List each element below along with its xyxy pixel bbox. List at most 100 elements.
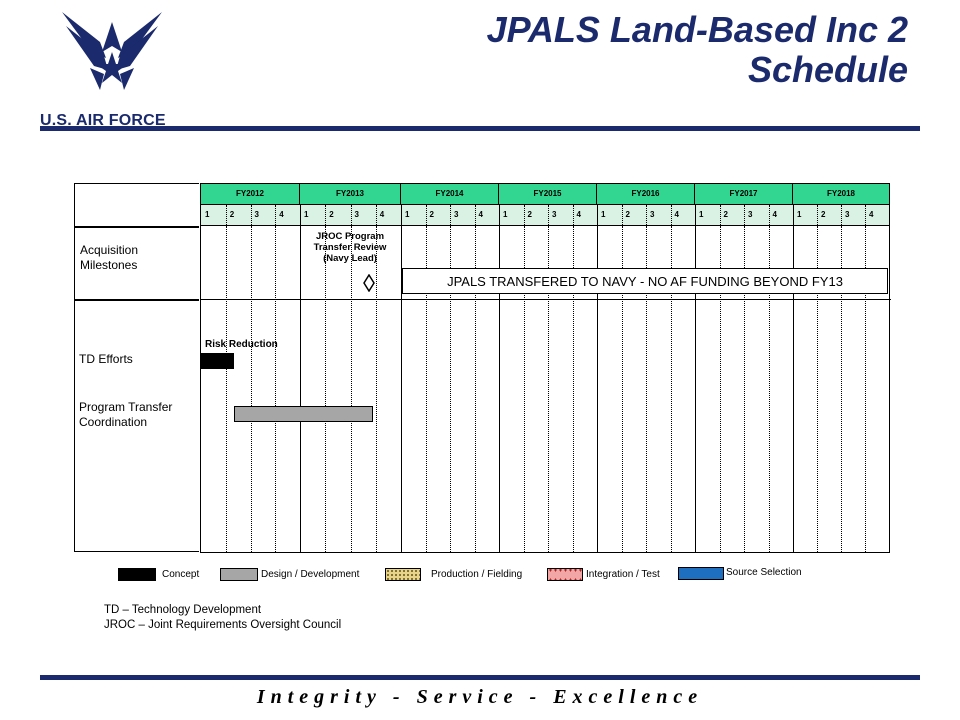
production-swatch: [385, 568, 421, 581]
design-bar: [234, 406, 373, 422]
row-label-acquisition: Acquisition Milestones: [80, 243, 139, 272]
quarter-divider: [225, 226, 227, 552]
fy-header-cell: FY2018: [826, 189, 856, 198]
title-line-2: Schedule: [747, 49, 908, 90]
label-efforts-box: [74, 300, 199, 552]
quarter-cell: 3: [454, 210, 459, 219]
year-divider: [695, 205, 696, 225]
quarter-divider: [817, 226, 818, 552]
quarter-divider: [744, 205, 745, 225]
quarter-divider: [548, 205, 549, 225]
quarter-cell: 2: [429, 210, 434, 219]
abbr-td: TD – Technology Development: [104, 604, 262, 616]
quarter-divider: [474, 226, 476, 552]
year-divider: [597, 226, 598, 552]
fy-header-cell: FY2014: [401, 184, 499, 204]
year-divider: [401, 205, 402, 225]
quarter-divider: [548, 226, 549, 552]
quarter-cell: 1: [601, 210, 606, 219]
quarter-divider: [250, 205, 252, 225]
bottom-divider: [40, 675, 920, 680]
quarter-cell: 1: [205, 210, 210, 219]
year-divider: [793, 205, 794, 225]
quarter-divider: [275, 205, 277, 225]
footer-motto: Integrity - Service - Excellence: [256, 686, 704, 708]
quarter-divider: [572, 226, 574, 552]
quarter-divider: [621, 226, 623, 552]
schedule-grid: FY2012 FY2013 FY2014 FY2015 FY2016 FY201…: [200, 183, 891, 553]
fy-header-cell: FY2017: [695, 184, 793, 204]
quarter-cell: 1: [797, 210, 802, 219]
quarter-cell: 2: [821, 210, 826, 219]
logo-text: U.S. AIR FORCE: [40, 112, 166, 129]
quarter-divider: [375, 226, 377, 552]
quarter-divider: [325, 205, 327, 225]
label-acquisition-box: [74, 227, 199, 300]
quarter-divider: [646, 226, 647, 552]
quarter-cell: 1: [304, 210, 309, 219]
quarter-divider: [523, 226, 525, 552]
quarter-divider: [225, 205, 227, 225]
quarter-cell: 3: [650, 210, 655, 219]
year-divider: [300, 226, 301, 552]
air-force-wings-icon: [62, 12, 162, 90]
abbr-jroc: JROC – Joint Requirements Oversight Coun…: [104, 619, 342, 631]
quarter-divider: [817, 205, 818, 225]
quarter-divider: [425, 205, 427, 225]
slide-title: JPALS Land-Based Inc 2 Schedule: [487, 10, 908, 90]
design-swatch: [220, 568, 258, 581]
top-divider: [40, 126, 920, 131]
quarter-cell: 3: [748, 210, 753, 219]
quarter-divider: [350, 226, 352, 552]
year-divider: [300, 205, 301, 225]
quarter-divider: [865, 226, 866, 552]
quarter-cell: 2: [329, 210, 334, 219]
year-divider: [597, 205, 598, 225]
legend-label: Source Selection: [726, 567, 802, 578]
quarter-divider: [719, 226, 721, 552]
label-header-box: [74, 183, 199, 227]
year-divider: [695, 226, 696, 552]
quarter-divider: [768, 205, 770, 225]
quarter-divider: [841, 226, 842, 552]
fy-header-cell: FY2016: [597, 184, 695, 204]
concept-swatch: [118, 568, 156, 581]
row-labels: Acquisition Milestones TD Efforts Progra…: [74, 183, 200, 552]
quarter-divider: [841, 205, 842, 225]
row-label-transfer: Program Transfer Coordination: [79, 400, 173, 429]
quarter-cell: 4: [772, 210, 777, 219]
quarter-cell: 3: [552, 210, 557, 219]
quarter-divider: [450, 226, 451, 552]
quarter-divider: [646, 205, 647, 225]
quarter-divider: [865, 205, 866, 225]
fy-header-cell: FY2013: [300, 184, 401, 204]
abbreviations: TD – Technology Development JROC – Joint…: [104, 603, 341, 633]
year-divider: [401, 226, 402, 552]
quarter-cell: 4: [379, 210, 385, 219]
legend-label: Production / Fielding: [431, 569, 523, 580]
quarter-header: 1 2 3 4 1 2 3 4 1 2 3 4 1 2 3 4 1 2 3 4 1 2 3 4 1 2 3 4: [200, 205, 890, 226]
quarter-cell: 4: [576, 210, 581, 219]
year-divider: [793, 226, 794, 552]
row-divider: [201, 299, 891, 300]
quarter-divider: [768, 226, 770, 552]
quarter-cell: 2: [229, 210, 235, 219]
quarter-cell: 4: [279, 210, 284, 219]
milestone-diamond-icon: [363, 274, 375, 292]
quarter-divider: [523, 205, 525, 225]
schedule-body: [200, 226, 891, 553]
fy-header-cell: FY2012: [201, 184, 300, 204]
row-label-td: TD Efforts: [79, 352, 133, 366]
quarter-divider: [325, 226, 327, 552]
quarter-divider: [572, 205, 574, 225]
quarter-divider: [670, 226, 672, 552]
quarter-divider: [425, 226, 427, 552]
legend-label: Concept: [162, 569, 200, 580]
quarter-divider: [670, 205, 672, 225]
quarter-cell: 2: [723, 210, 728, 219]
air-force-logo: U.S. AIR FORCE: [38, 8, 188, 129]
quarter-cell: 1: [699, 210, 704, 219]
quarter-cell: 3: [254, 210, 259, 219]
quarter-divider: [375, 205, 377, 225]
legend-label: Integration / Test: [586, 569, 660, 580]
